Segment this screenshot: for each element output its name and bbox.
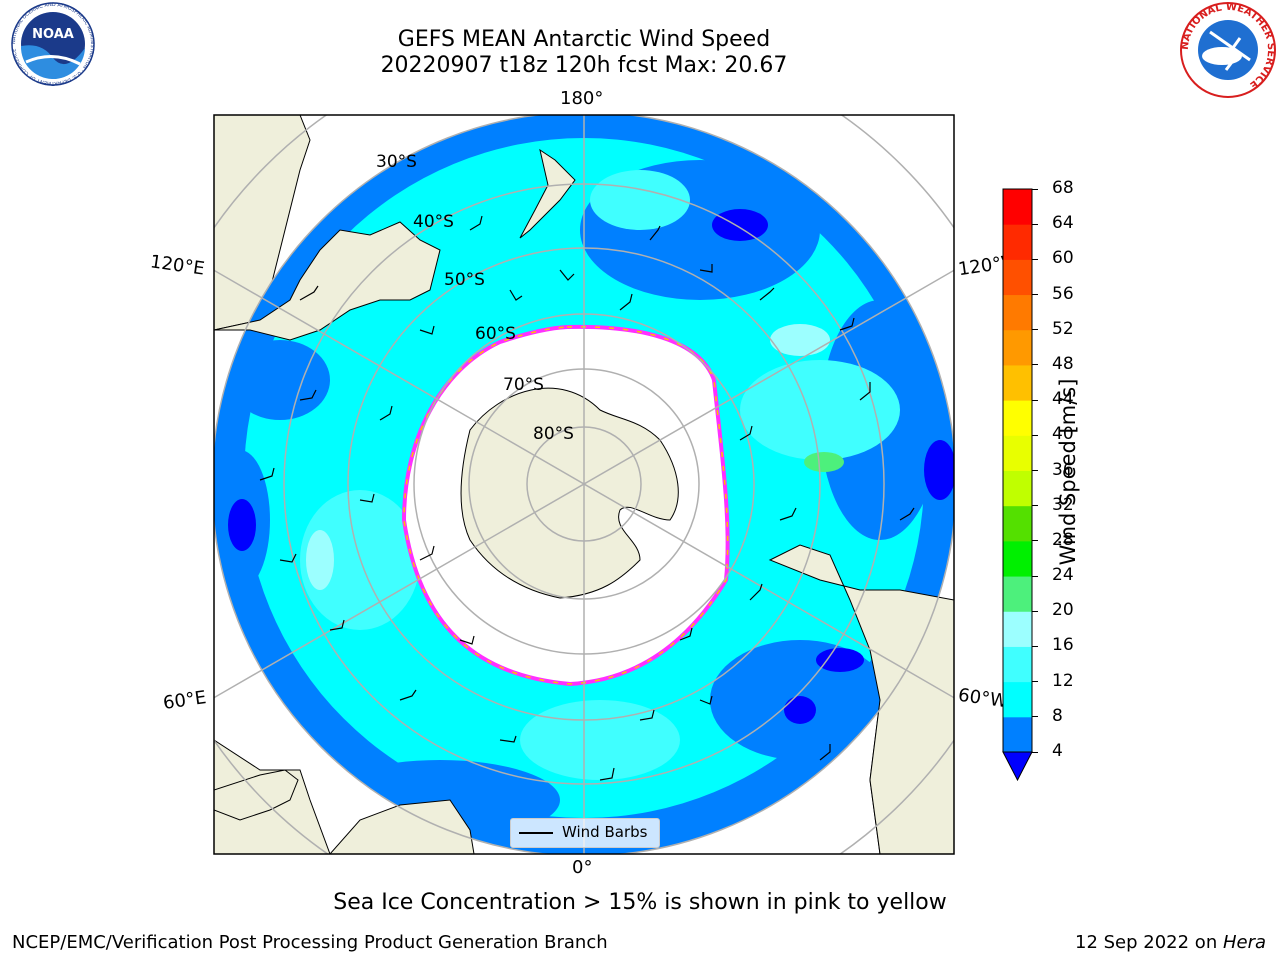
continents bbox=[214, 148, 954, 854]
colorbar-extend-min bbox=[1002, 751, 1033, 782]
colorbar-tick-mark bbox=[1032, 751, 1038, 753]
colorbar-tick-label: 16 bbox=[1052, 635, 1074, 656]
colorbar-cell bbox=[1003, 189, 1032, 225]
colorbar-tick-label: 24 bbox=[1052, 565, 1074, 586]
colorbar-tick-mark bbox=[1032, 716, 1038, 718]
colorbar-tick-label: 12 bbox=[1052, 670, 1074, 691]
colorbar-cell bbox=[1003, 681, 1032, 718]
lat-label-40s: 40°S bbox=[413, 212, 454, 232]
colorbar-tick-mark bbox=[1032, 470, 1038, 471]
lat-label-50s: 50°S bbox=[444, 270, 485, 290]
colorbar-tick-mark bbox=[1032, 188, 1038, 190]
colorbar-tick-label: 20 bbox=[1052, 600, 1074, 621]
noaa-logo: NATIONAL OCEANIC AND ATMOSPHERIC ADMINIS… bbox=[11, 2, 95, 86]
map-subtitle: 20220907 t18z 120h fcst Max: 20.67 bbox=[380, 53, 788, 78]
lon-label-180: 180° bbox=[560, 88, 604, 109]
colorbar-cell bbox=[1003, 540, 1032, 577]
colorbar-tick-label: 36 bbox=[1052, 459, 1074, 480]
colorbar-cell bbox=[1003, 224, 1032, 260]
sea-ice-caption: Sea Ice Concentration > 15% is shown in … bbox=[333, 890, 947, 915]
lat-label-30s: 30°S bbox=[376, 152, 417, 172]
lat-label-70s: 70°S bbox=[503, 375, 544, 395]
colorbar-cell bbox=[1003, 364, 1032, 401]
colorbar-tick-label: 52 bbox=[1052, 318, 1074, 339]
colorbar-tick-label: 40 bbox=[1052, 424, 1074, 445]
nws-logo: NATIONAL WEATHER SERVICE bbox=[1180, 2, 1276, 98]
colorbar-tick-mark bbox=[1032, 223, 1038, 225]
colorbar-cell bbox=[1003, 400, 1032, 436]
colorbar-tick-label: 4 bbox=[1052, 741, 1063, 761]
legend-line bbox=[519, 832, 553, 834]
map-title: GEFS MEAN Antarctic Wind Speed bbox=[397, 27, 771, 52]
colorbar-tick-label: 28 bbox=[1052, 529, 1074, 550]
graticule bbox=[214, 115, 954, 854]
colorbar-cell bbox=[1003, 329, 1032, 366]
colorbar-tick-label: 60 bbox=[1052, 248, 1074, 269]
colorbar-tick-mark bbox=[1032, 434, 1038, 436]
colorbar-cell bbox=[1003, 576, 1032, 612]
colorbar-cell bbox=[1003, 259, 1032, 296]
colorbar-tick-mark bbox=[1032, 540, 1038, 542]
colorbar-tick-mark bbox=[1032, 681, 1038, 683]
lat-label-80s: 80°S bbox=[533, 424, 574, 444]
colorbar-tick-mark bbox=[1032, 258, 1038, 260]
map-frame bbox=[213, 114, 955, 855]
footer-date: 12 Sep 2022 on Hera bbox=[1075, 932, 1266, 953]
colorbar-cells bbox=[1003, 189, 1032, 753]
colorbar-cell bbox=[1003, 611, 1032, 647]
colorbar-tick-label: 8 bbox=[1052, 705, 1063, 726]
colorbar bbox=[1002, 188, 1033, 782]
colorbar-cell bbox=[1003, 435, 1032, 471]
lat-label-60s: 60°S bbox=[475, 324, 516, 344]
colorbar-cell bbox=[1003, 646, 1032, 683]
colorbar-cell bbox=[1003, 470, 1032, 507]
wind-barbs-legend: Wind Barbs bbox=[510, 818, 660, 848]
colorbar-tick-mark bbox=[1032, 505, 1038, 507]
svg-text:NOAA: NOAA bbox=[32, 27, 74, 42]
colorbar-tick-mark bbox=[1032, 610, 1038, 612]
footer-branch: NCEP/EMC/Verification Post Processing Pr… bbox=[12, 932, 608, 953]
footer-host: Hera bbox=[1222, 932, 1266, 953]
colorbar-tick-mark bbox=[1032, 575, 1038, 577]
lon-label-0: 0° bbox=[572, 857, 593, 878]
colorbar-tick-mark bbox=[1032, 364, 1038, 366]
colorbar-tick-mark bbox=[1032, 294, 1038, 296]
colorbar-tick-label: 44 bbox=[1052, 389, 1074, 410]
colorbar-tick-mark bbox=[1032, 399, 1038, 401]
colorbar-tick-label: 68 bbox=[1052, 178, 1074, 198]
colorbar-tick-label: 64 bbox=[1052, 213, 1074, 234]
colorbar-cell bbox=[1003, 294, 1032, 331]
colorbar-tick-mark bbox=[1032, 329, 1038, 331]
colorbar-tick-label: 56 bbox=[1052, 283, 1074, 304]
colorbar-cell bbox=[1003, 716, 1032, 753]
colorbar-cell bbox=[1003, 505, 1032, 542]
colorbar-tick-label: 48 bbox=[1052, 353, 1074, 374]
legend-label: Wind Barbs bbox=[562, 823, 648, 841]
colorbar-tick-mark bbox=[1032, 645, 1038, 647]
colorbar-tick-label: 32 bbox=[1052, 494, 1074, 515]
wind-barbs bbox=[259, 215, 915, 781]
footer-date-text: 12 Sep 2022 on bbox=[1075, 932, 1223, 953]
